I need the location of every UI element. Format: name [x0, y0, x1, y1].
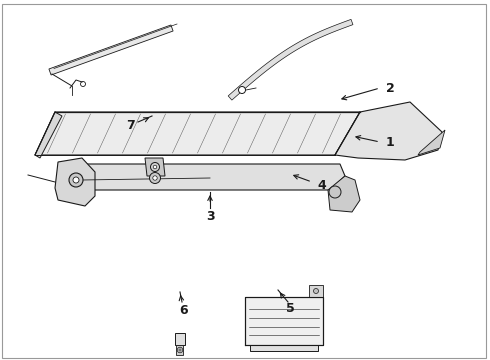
- Polygon shape: [309, 285, 323, 297]
- Text: 2: 2: [386, 81, 394, 94]
- Text: 6: 6: [180, 303, 188, 316]
- Circle shape: [177, 347, 183, 353]
- Polygon shape: [35, 112, 62, 158]
- Circle shape: [150, 162, 160, 171]
- Circle shape: [329, 186, 341, 198]
- Text: 7: 7: [125, 118, 134, 131]
- Text: 5: 5: [286, 302, 294, 315]
- Polygon shape: [418, 130, 445, 155]
- Circle shape: [69, 173, 83, 187]
- Circle shape: [73, 177, 79, 183]
- Polygon shape: [35, 112, 360, 155]
- Circle shape: [314, 288, 318, 293]
- Circle shape: [179, 349, 181, 351]
- Circle shape: [149, 172, 161, 184]
- Polygon shape: [228, 19, 353, 100]
- Polygon shape: [55, 158, 95, 206]
- Circle shape: [80, 81, 85, 86]
- Text: 4: 4: [318, 179, 326, 192]
- Polygon shape: [176, 345, 183, 355]
- Polygon shape: [250, 345, 318, 351]
- Circle shape: [153, 176, 157, 180]
- Circle shape: [153, 165, 157, 169]
- Polygon shape: [335, 102, 442, 160]
- Polygon shape: [60, 164, 345, 190]
- Polygon shape: [328, 176, 360, 212]
- Polygon shape: [175, 333, 185, 345]
- Text: 3: 3: [206, 210, 214, 222]
- Polygon shape: [245, 297, 323, 345]
- Circle shape: [239, 86, 245, 94]
- Text: 1: 1: [386, 135, 394, 149]
- Polygon shape: [49, 25, 173, 75]
- Polygon shape: [145, 158, 165, 176]
